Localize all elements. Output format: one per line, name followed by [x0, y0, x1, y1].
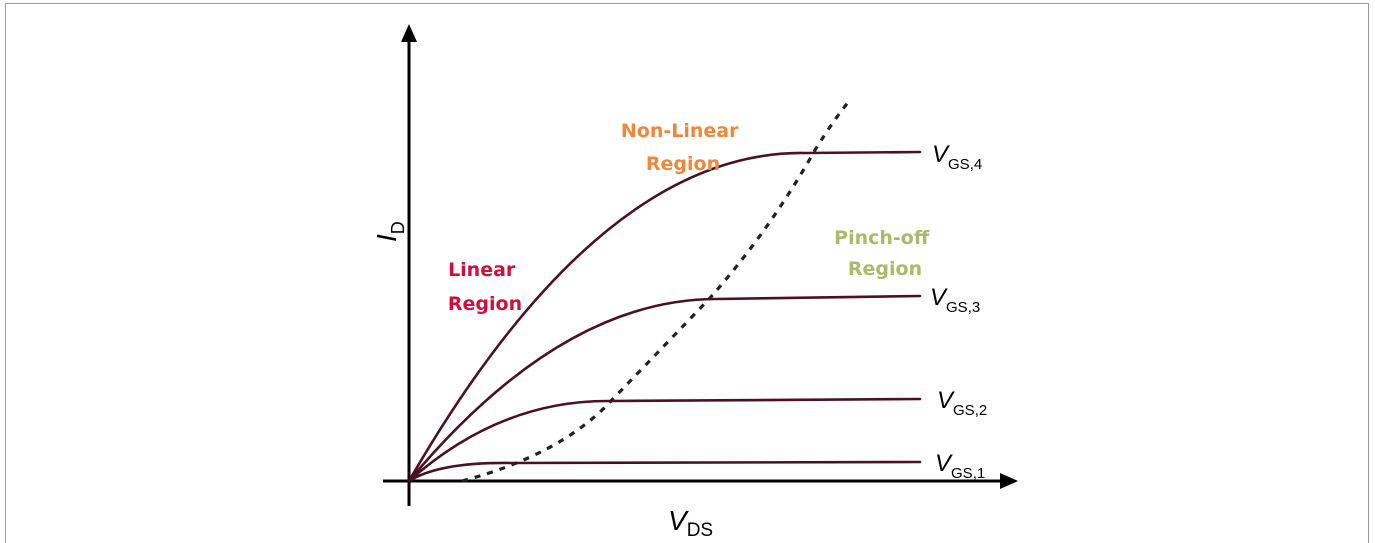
curve-vgs-2 [407, 397, 922, 483]
x-axis-arrowhead [1000, 473, 1018, 489]
curve-vgs-1 [407, 460, 922, 483]
y-axis-label: ID [371, 221, 408, 242]
figure-frame [5, 3, 1369, 543]
y-axis-arrowhead [401, 24, 417, 42]
non-linear-region-label: Non-Linear Region [621, 120, 745, 175]
pinch-off-boundary [461, 98, 852, 483]
curve-label-vgs-3: VGS,3 [930, 284, 980, 316]
pinch-off-region-label: Pinch-off Region [834, 227, 936, 280]
curve-label-vgs-2: VGS,2 [937, 387, 987, 419]
curve-vgs-4 [407, 150, 922, 483]
curve-label-vgs-1: VGS,1 [935, 450, 985, 482]
curve-label-vgs-4: VGS,4 [932, 141, 982, 173]
linear-region-label: Linear Region [448, 259, 522, 315]
x-axis-label: VDS [668, 505, 713, 540]
curve-vgs-3 [407, 294, 922, 483]
